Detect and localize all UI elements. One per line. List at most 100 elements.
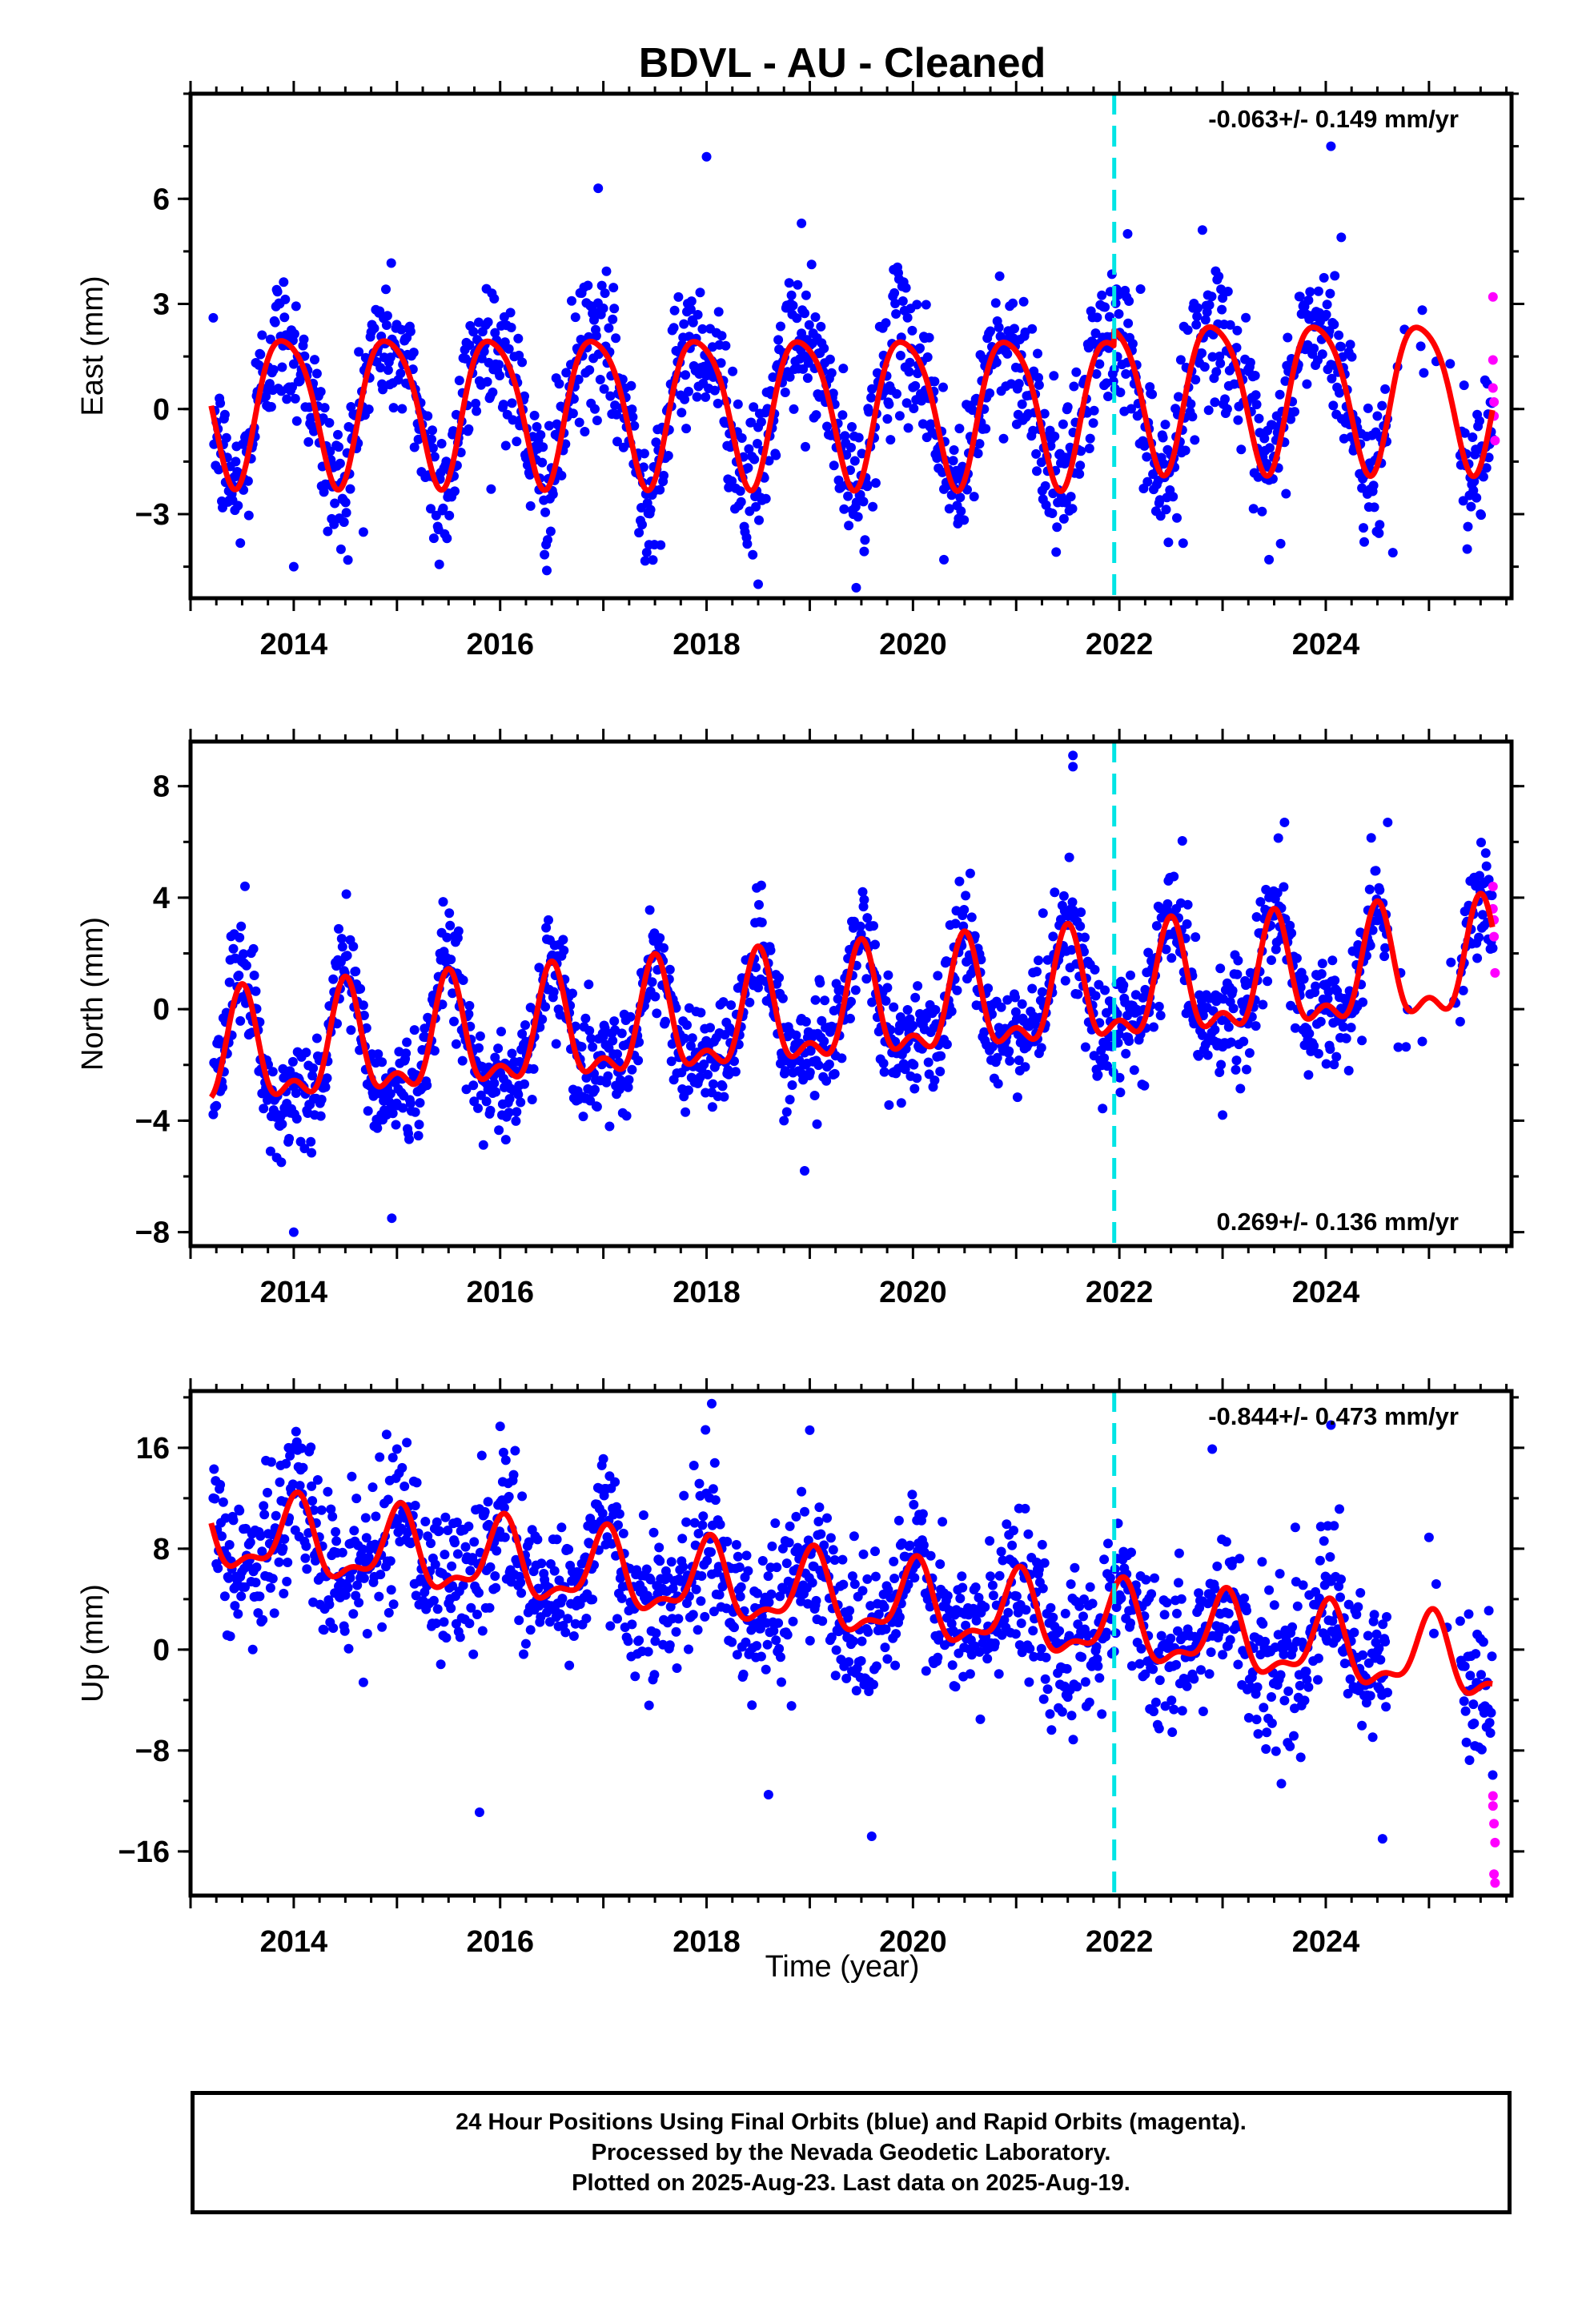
- point: [733, 1551, 743, 1562]
- point: [600, 288, 610, 299]
- point: [973, 448, 983, 459]
- point: [780, 388, 790, 397]
- point: [219, 1591, 230, 1602]
- point: [651, 437, 661, 448]
- point: [315, 387, 326, 397]
- point: [1465, 1671, 1476, 1681]
- point: [1290, 1522, 1300, 1533]
- point: [949, 445, 959, 455]
- rapid-point: [1488, 1791, 1498, 1801]
- point: [1474, 932, 1484, 943]
- outlier-point: [391, 1444, 402, 1454]
- point: [440, 1550, 450, 1560]
- point: [375, 363, 386, 373]
- point: [882, 983, 893, 993]
- point: [621, 1111, 632, 1121]
- point: [1046, 1725, 1057, 1735]
- point: [441, 1633, 452, 1643]
- point: [1012, 1092, 1022, 1103]
- point: [1460, 1706, 1471, 1716]
- point: [628, 412, 638, 422]
- x-tick-label: 2014: [260, 628, 328, 661]
- x-tick-label: 2024: [1292, 628, 1360, 661]
- point: [586, 1033, 596, 1043]
- point: [520, 1638, 531, 1649]
- point: [857, 1586, 868, 1596]
- point: [905, 1540, 915, 1550]
- point: [1460, 1661, 1470, 1671]
- point: [1417, 305, 1427, 316]
- point: [801, 1016, 811, 1027]
- point: [500, 1532, 510, 1542]
- point: [673, 1614, 684, 1624]
- point: [727, 476, 737, 486]
- point: [375, 1452, 385, 1462]
- point: [1093, 1661, 1103, 1671]
- point: [311, 368, 322, 379]
- point: [1097, 1709, 1107, 1719]
- point: [751, 501, 761, 512]
- east-final-orbit-points: [208, 141, 1498, 593]
- point: [1228, 1003, 1239, 1014]
- point: [1039, 408, 1050, 419]
- point: [772, 1562, 782, 1573]
- point: [325, 446, 335, 456]
- point: [1316, 969, 1327, 979]
- point: [432, 1604, 443, 1614]
- point: [1050, 431, 1060, 441]
- point: [1334, 330, 1344, 340]
- point: [311, 1033, 322, 1043]
- point: [768, 372, 778, 382]
- point: [1321, 309, 1331, 320]
- point: [614, 1084, 624, 1095]
- point: [245, 1537, 255, 1547]
- point: [429, 452, 440, 462]
- point: [1004, 1046, 1014, 1056]
- point: [870, 939, 880, 950]
- point: [1151, 921, 1162, 931]
- point: [323, 1486, 333, 1497]
- east-x-axis: 2014 2016 2018 2020 2022 2024: [189, 81, 1508, 661]
- point: [608, 314, 618, 324]
- point: [1187, 412, 1198, 422]
- footer-line-3: Plotted on 2025-Aug-23. Last data on 202…: [572, 2170, 1130, 2196]
- point: [1298, 1580, 1308, 1590]
- point: [298, 1462, 308, 1473]
- point: [1129, 1065, 1139, 1076]
- point: [756, 880, 766, 891]
- point: [1036, 1643, 1046, 1654]
- point: [335, 458, 345, 468]
- point: [468, 1080, 479, 1091]
- east-y-axis-label: East (mm): [76, 275, 110, 416]
- point: [1275, 538, 1286, 549]
- point: [1150, 1697, 1161, 1707]
- point: [493, 1043, 504, 1054]
- point: [616, 1593, 627, 1603]
- point: [746, 417, 757, 428]
- rapid-point: [1488, 1801, 1498, 1811]
- point: [385, 1556, 396, 1566]
- outlier-point: [1326, 141, 1336, 151]
- point: [306, 1442, 316, 1453]
- rapid-point: [1489, 931, 1500, 942]
- point: [235, 1506, 245, 1516]
- point: [771, 450, 781, 460]
- up-y-axis-label: Up (mm): [76, 1584, 110, 1703]
- point: [240, 881, 250, 891]
- point: [994, 322, 1004, 332]
- point: [337, 942, 347, 952]
- point: [1468, 485, 1479, 496]
- point: [398, 1103, 408, 1113]
- point: [231, 456, 241, 467]
- point: [1375, 885, 1385, 895]
- point: [1207, 352, 1218, 362]
- point: [257, 330, 267, 340]
- point: [682, 1020, 692, 1030]
- y-tick-label: 8: [153, 1533, 170, 1566]
- point: [869, 921, 878, 931]
- point: [1210, 1024, 1220, 1035]
- point: [1290, 407, 1299, 417]
- point: [938, 1517, 948, 1527]
- point: [1167, 1727, 1178, 1737]
- point: [1166, 1633, 1176, 1643]
